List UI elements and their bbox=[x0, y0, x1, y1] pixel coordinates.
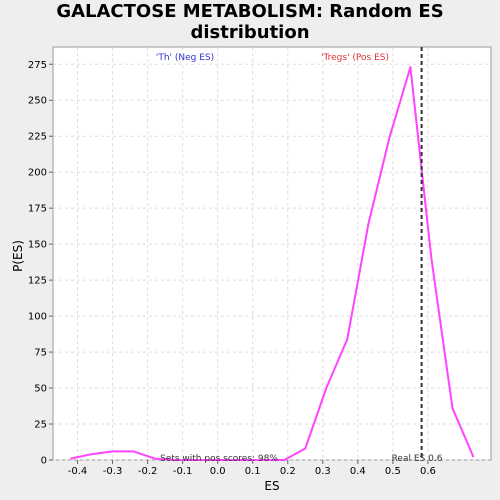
x-tick-label: -0.1 bbox=[173, 466, 193, 477]
y-tick-label: 75 bbox=[34, 348, 47, 359]
x-tick-label: -0.2 bbox=[138, 466, 158, 477]
pos-es-label: 'Tregs' (Pos ES) bbox=[321, 53, 389, 63]
x-tick-label: -0.4 bbox=[68, 466, 88, 477]
sets-pos-scores-label: Sets with pos scores: 98% bbox=[160, 454, 278, 464]
y-tick-label: 275 bbox=[28, 60, 47, 71]
x-tick-label: -0.3 bbox=[103, 466, 123, 477]
y-tick-label: 100 bbox=[28, 312, 47, 323]
x-tick-label: 0.5 bbox=[385, 466, 401, 477]
y-axis: 0 25 50 75 100 125 150 175 200 225 250 275 bbox=[28, 60, 53, 467]
series-layer bbox=[70, 66, 475, 461]
x-tick-label: 0.4 bbox=[350, 466, 366, 477]
real-es-label: Real ES 0.6 bbox=[392, 454, 443, 464]
y-tick-label: 125 bbox=[28, 276, 47, 287]
y-tick-label: 0 bbox=[41, 456, 47, 467]
neg-es-label: 'Th' (Neg ES) bbox=[156, 53, 214, 63]
chart-title: GALACTOSE METABOLISM: Random ES distribu… bbox=[0, 1, 500, 43]
plot-area bbox=[52, 46, 492, 461]
series-line bbox=[70, 66, 475, 461]
x-tick-label: 0.1 bbox=[245, 466, 261, 477]
y-tick-label: 225 bbox=[28, 132, 47, 143]
y-tick-label: 200 bbox=[28, 168, 47, 179]
grid-lines bbox=[53, 47, 491, 461]
x-tick-label: 0.2 bbox=[280, 466, 296, 477]
y-tick-label: 50 bbox=[34, 384, 47, 395]
y-tick-label: 150 bbox=[28, 240, 47, 251]
x-tick-label: 0.0 bbox=[210, 466, 226, 477]
x-axis-label: ES bbox=[264, 479, 279, 493]
y-tick-label: 25 bbox=[34, 420, 47, 431]
x-axis: -0.4 -0.3 -0.2 -0.1 0.0 0.1 0.2 0.3 0.4 0.5 0.6 bbox=[68, 460, 436, 477]
y-axis-label: P(ES) bbox=[11, 240, 25, 272]
x-tick-label: 0.3 bbox=[315, 466, 331, 477]
chart-title-line-2: distribution bbox=[190, 22, 310, 43]
chart-title-line-1: GALACTOSE METABOLISM: Random ES bbox=[56, 1, 444, 22]
x-tick-label: 0.6 bbox=[420, 466, 436, 477]
y-tick-label: 175 bbox=[28, 204, 47, 215]
y-tick-label: 250 bbox=[28, 96, 47, 107]
